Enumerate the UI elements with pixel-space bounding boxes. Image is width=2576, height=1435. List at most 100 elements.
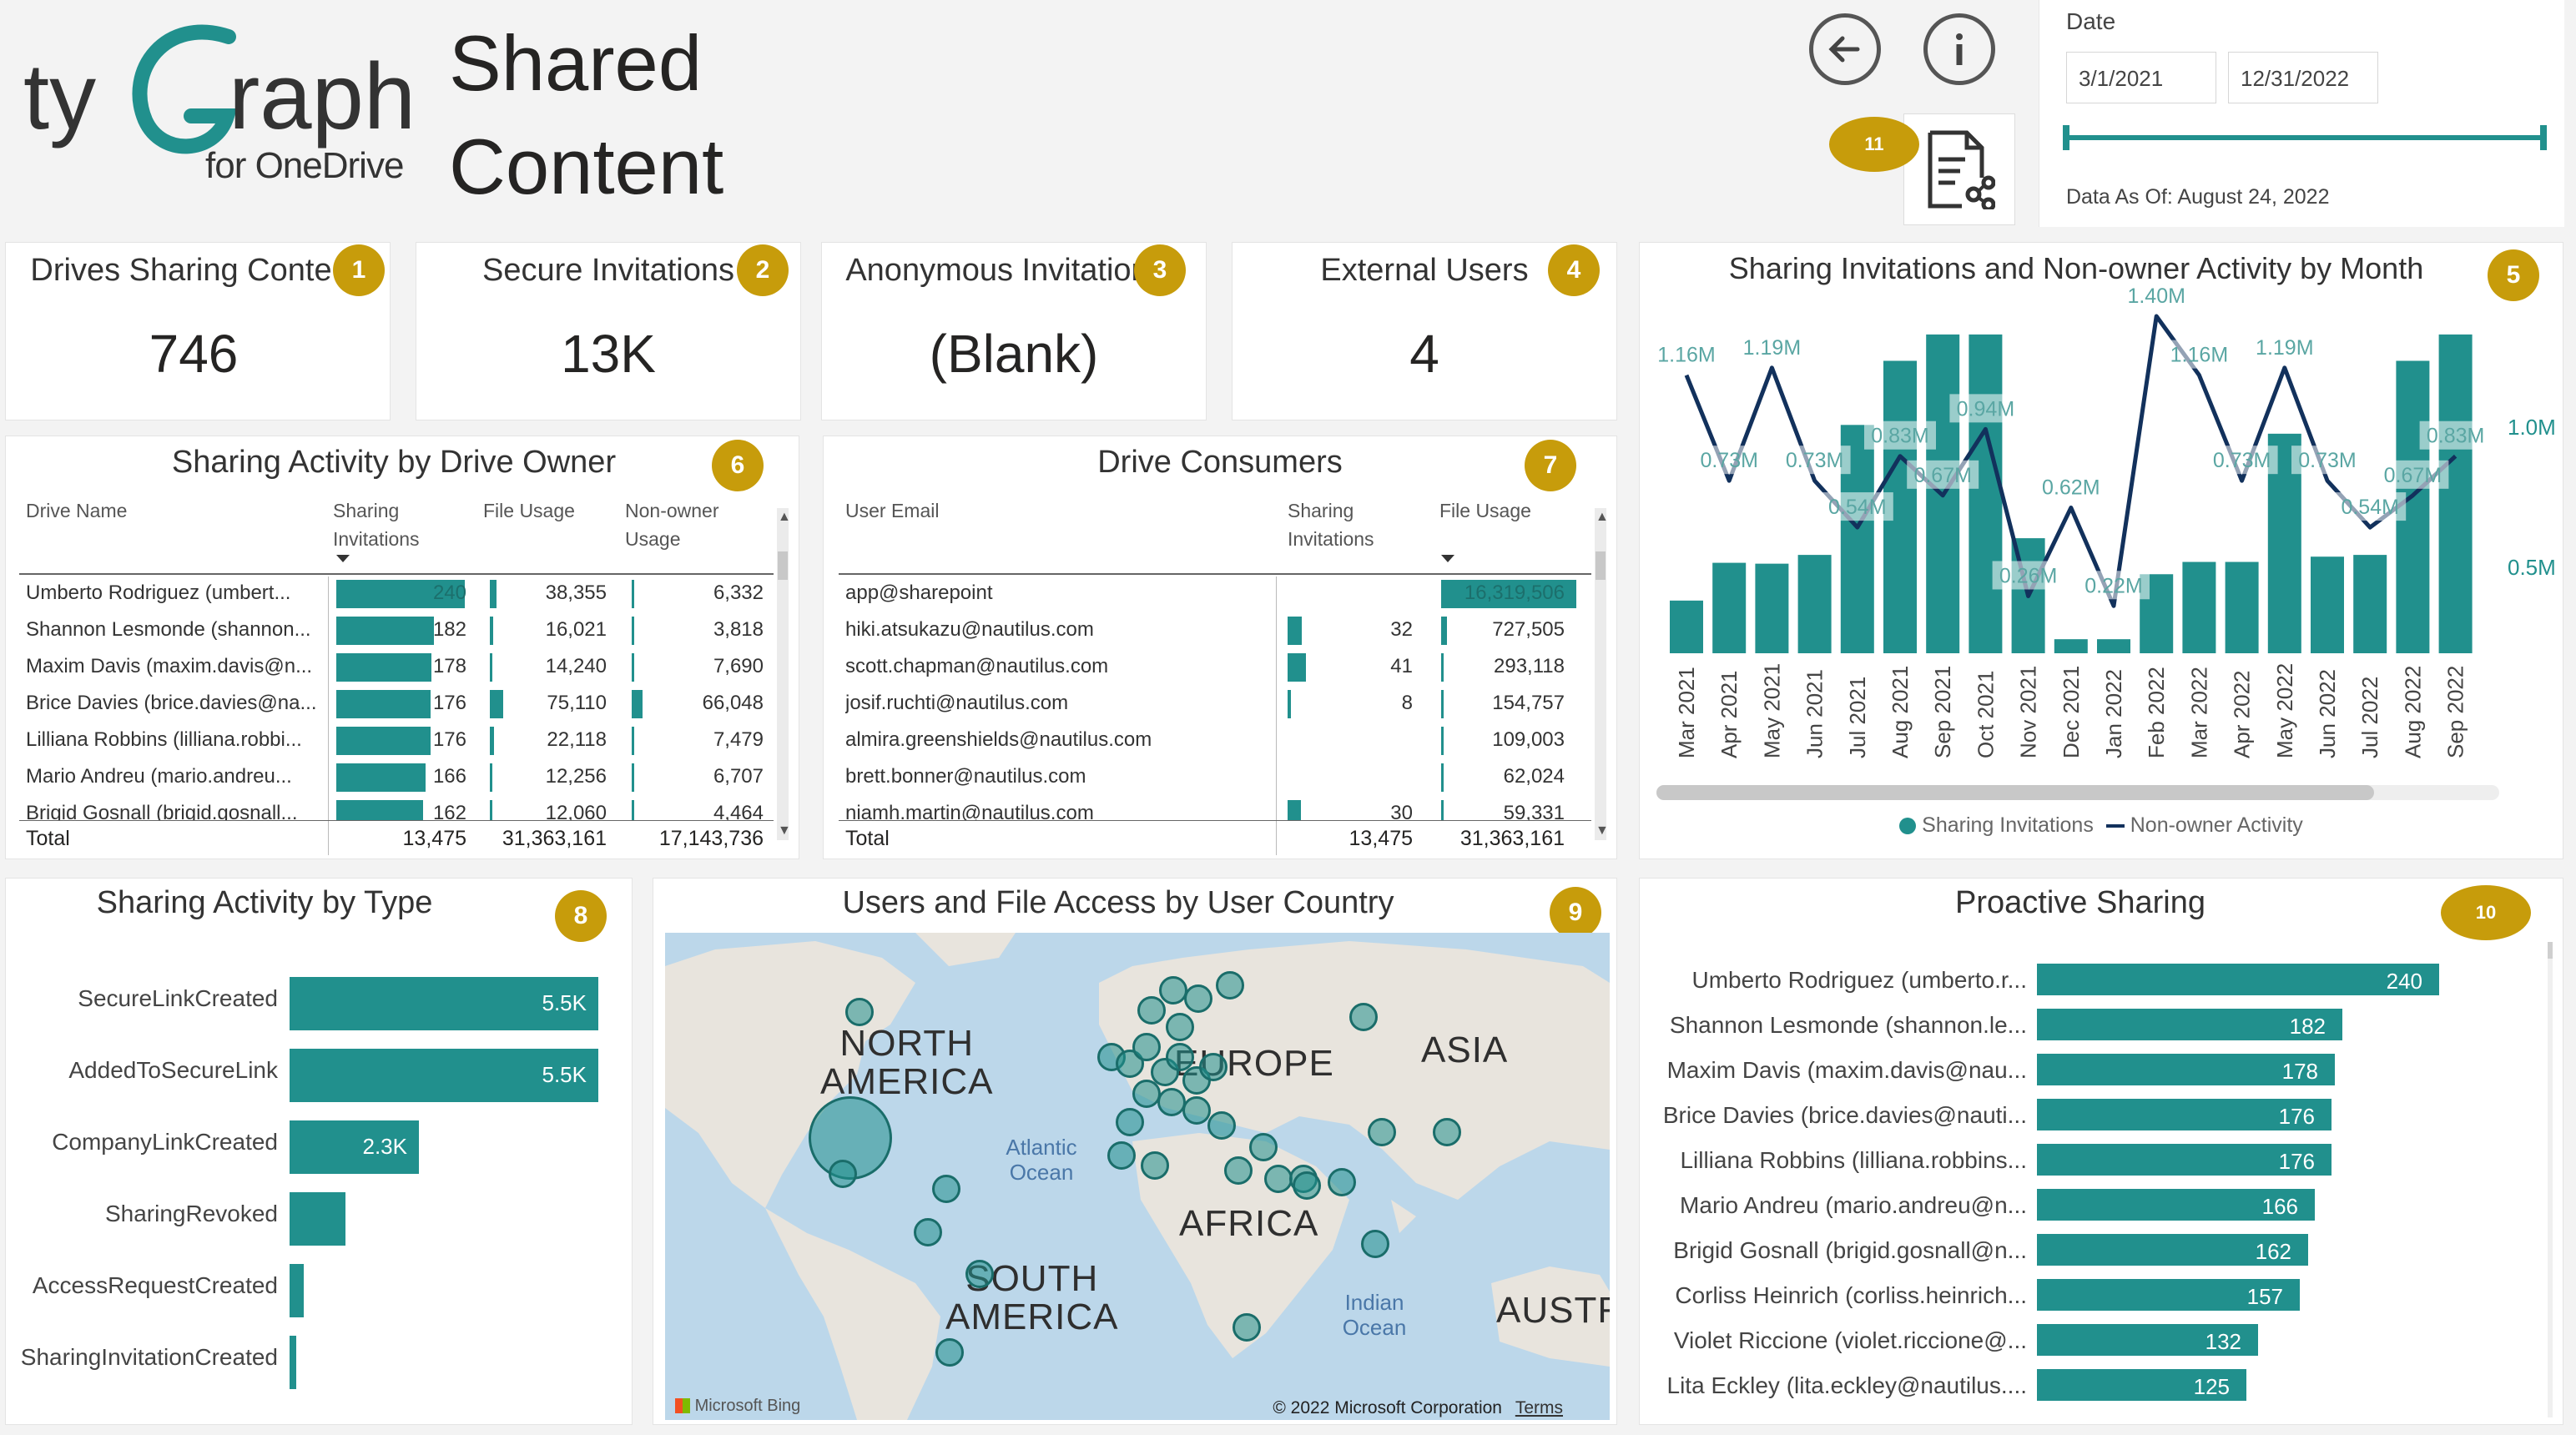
map-bubble[interactable] bbox=[829, 1160, 857, 1188]
table-row[interactable]: Lilliana Robbins (lilliana.robbi... 176 22… bbox=[6, 723, 774, 760]
drive-owner-scroll-thumb[interactable] bbox=[778, 551, 788, 580]
date-range-start-handle[interactable] bbox=[2063, 125, 2069, 150]
map-bubble[interactable] bbox=[1166, 1043, 1194, 1071]
scroll-up-icon[interactable]: ▲ bbox=[778, 510, 791, 524]
date-start-input[interactable]: 3/1/2021 bbox=[2066, 52, 2216, 103]
table-row[interactable]: niamh.martin@nautilus.com 30 59,331 bbox=[824, 797, 1591, 820]
map-bubble[interactable] bbox=[1166, 1013, 1194, 1041]
country-map[interactable]: NORTH AMERICA EUROPE ASIA AFRICA SOUTH A… bbox=[665, 933, 1610, 1420]
scroll-down-icon[interactable]: ▼ bbox=[778, 823, 791, 838]
map-bubble[interactable] bbox=[1207, 1111, 1236, 1140]
type-bar[interactable] bbox=[290, 1264, 304, 1317]
map-bubble[interactable] bbox=[1182, 1096, 1211, 1125]
scroll-up-icon[interactable]: ▲ bbox=[1596, 510, 1609, 524]
month-bar[interactable] bbox=[2353, 555, 2387, 653]
col-header-file-usage[interactable]: File Usage bbox=[1439, 500, 1531, 521]
table-row[interactable]: hiki.atsukazu@nautilus.com 32 727,505 bbox=[824, 613, 1591, 650]
monthly-chart[interactable]: 1.16M 0.73M 1.19M 0.73M 0.54M 0.83M 0.67M 0.94M… bbox=[1640, 243, 2564, 860]
map-bubble[interactable] bbox=[1157, 1088, 1186, 1116]
table-row[interactable]: Mario Andreu (mario.andreu... 166 12,256 6,… bbox=[6, 760, 774, 797]
scroll-down-icon[interactable]: ▼ bbox=[1596, 823, 1609, 838]
proactive-bar[interactable] bbox=[2037, 1189, 2315, 1221]
month-bar[interactable] bbox=[2097, 639, 2130, 653]
proactive-bar[interactable] bbox=[2037, 964, 2439, 995]
map-bubble[interactable] bbox=[1216, 971, 1244, 999]
table-row[interactable]: Shannon Lesmonde (shannon... 182 16,021 3,8… bbox=[6, 613, 774, 650]
monthly-scrollbar-thumb[interactable] bbox=[1656, 785, 2374, 800]
col-header-drive-name[interactable]: Drive Name bbox=[26, 500, 128, 521]
map-bubble[interactable] bbox=[1328, 1168, 1356, 1196]
month-bar[interactable] bbox=[1670, 600, 1703, 653]
proactive-scrollbar[interactable] bbox=[2548, 942, 2553, 1417]
date-range-end-handle[interactable] bbox=[2540, 125, 2547, 150]
map-bubble[interactable] bbox=[1433, 1118, 1461, 1146]
proactive-bar[interactable] bbox=[2037, 1279, 2300, 1311]
proactive-bar[interactable] bbox=[2037, 1234, 2308, 1266]
month-bar[interactable] bbox=[2225, 561, 2259, 653]
proactive-bar[interactable] bbox=[2037, 1054, 2335, 1085]
map-bubble[interactable] bbox=[1107, 1141, 1136, 1170]
month-bar[interactable] bbox=[1712, 562, 1747, 653]
table-row[interactable]: app@sharepoint 16,319,506 bbox=[824, 577, 1591, 613]
table-row[interactable]: Brigid Gosnall (brigid.gosnall... 162 12,0… bbox=[6, 797, 774, 820]
map-bubble[interactable] bbox=[1116, 1108, 1144, 1136]
map-bubble[interactable] bbox=[1159, 976, 1187, 1004]
proactive-scroll-thumb[interactable] bbox=[2548, 942, 2553, 959]
map-bubble[interactable] bbox=[1233, 1313, 1261, 1342]
date-range-slider[interactable] bbox=[2063, 125, 2547, 150]
type-bar[interactable] bbox=[290, 1049, 598, 1102]
map-terms-link[interactable]: Terms bbox=[1515, 1398, 1563, 1417]
map-bubble[interactable] bbox=[1137, 996, 1166, 1025]
map-bubble[interactable] bbox=[1184, 984, 1212, 1013]
back-button[interactable] bbox=[1809, 13, 1881, 85]
proactive-bar[interactable] bbox=[2037, 1009, 2342, 1040]
month-bar[interactable] bbox=[1755, 563, 1789, 653]
table-row[interactable]: almira.greenshields@nautilus.com 109,003 bbox=[824, 723, 1591, 760]
table-row[interactable]: Brice Davies (brice.davies@na... 176 75,11… bbox=[6, 687, 774, 723]
by-type-chart[interactable]: SecureLinkCreated 5.5K AddedToSecureLink 5.… bbox=[6, 879, 633, 1426]
map-bubble[interactable] bbox=[935, 1338, 964, 1367]
col-header-user-email[interactable]: User Email bbox=[845, 500, 940, 521]
col-header-sharing-invitations[interactable]: Sharing Invitations bbox=[333, 500, 420, 550]
table-row[interactable]: scott.chapman@nautilus.com 41 293,118 bbox=[824, 650, 1591, 687]
proactive-bar[interactable] bbox=[2037, 1099, 2332, 1130]
month-bar[interactable] bbox=[1797, 555, 1832, 653]
type-bar[interactable] bbox=[290, 1336, 296, 1389]
map-bubble[interactable] bbox=[1293, 1171, 1321, 1200]
month-bar[interactable] bbox=[2438, 334, 2473, 653]
share-report-button[interactable] bbox=[1903, 113, 2015, 225]
table-row[interactable]: Umberto Rodriguez (umbert... 240 38,355 6,3… bbox=[6, 577, 774, 613]
monthly-scrollbar[interactable] bbox=[1656, 785, 2499, 800]
table-row[interactable]: brett.bonner@nautilus.com 62,024 bbox=[824, 760, 1591, 797]
col-header-sharing-invitations[interactable]: Sharing Invitations bbox=[1288, 500, 1374, 550]
proactive-chart[interactable]: Umberto Rodriguez (umberto.r... 240 Shanno… bbox=[1640, 879, 2564, 1426]
map-bubble[interactable] bbox=[1349, 1003, 1378, 1031]
month-bar[interactable] bbox=[2311, 556, 2344, 653]
drive-owner-scrollbar[interactable]: ▲ ▼ bbox=[777, 508, 791, 840]
consumers-scroll-thumb[interactable] bbox=[1596, 551, 1606, 580]
map-bubble[interactable] bbox=[845, 998, 874, 1026]
map-bubble[interactable] bbox=[1361, 1230, 1389, 1258]
map-bubble[interactable] bbox=[1132, 1033, 1161, 1061]
map-bubble[interactable] bbox=[1141, 1151, 1169, 1180]
consumers-scrollbar[interactable]: ▲ ▼ bbox=[1595, 508, 1609, 840]
col-header-file-usage[interactable]: File Usage bbox=[483, 500, 575, 521]
type-bar[interactable] bbox=[290, 1120, 419, 1174]
col-header-nonowner-usage[interactable]: Non-owner Usage bbox=[625, 500, 719, 550]
type-bar[interactable] bbox=[290, 1192, 345, 1246]
proactive-bar[interactable] bbox=[2037, 1369, 2246, 1401]
month-bar[interactable] bbox=[2182, 561, 2216, 653]
map-bubble[interactable] bbox=[932, 1175, 960, 1203]
map-bubble[interactable] bbox=[914, 1218, 942, 1246]
proactive-bar[interactable] bbox=[2037, 1144, 2332, 1176]
map-bubble[interactable] bbox=[965, 1260, 994, 1288]
map-bubble[interactable] bbox=[1368, 1118, 1396, 1146]
month-bar[interactable] bbox=[1969, 334, 2003, 653]
info-button[interactable] bbox=[1923, 13, 1995, 85]
map-bubble[interactable] bbox=[1249, 1133, 1278, 1161]
map-bubble[interactable] bbox=[1224, 1156, 1253, 1185]
month-bar[interactable] bbox=[2054, 639, 2088, 653]
map-bubble[interactable] bbox=[1199, 1053, 1228, 1081]
proactive-bar[interactable] bbox=[2037, 1324, 2258, 1356]
table-row[interactable]: josif.ruchti@nautilus.com 8 154,757 bbox=[824, 687, 1591, 723]
